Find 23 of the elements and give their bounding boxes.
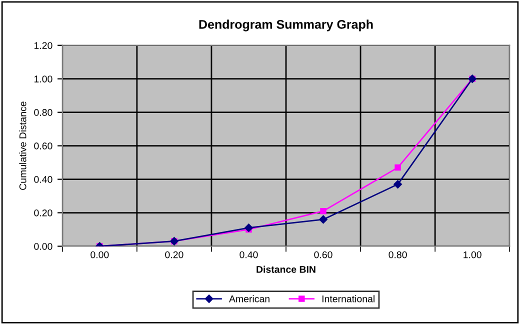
y-tick-label: 1.00 xyxy=(34,76,52,82)
chart-title: Dendrogram Summary Graph xyxy=(199,20,373,32)
x-tick-label: 0.40 xyxy=(240,251,258,258)
x-tick-label: 0.60 xyxy=(314,251,332,258)
y-tick-label: 0.80 xyxy=(34,109,52,116)
x-tick-label: 0.20 xyxy=(165,251,184,258)
legend-label: International xyxy=(322,295,374,302)
x-tick-label: 1.00 xyxy=(464,251,482,258)
point xyxy=(394,180,402,188)
x-tick-label: 0.00 xyxy=(90,251,109,258)
x-tick-label: 0.80 xyxy=(388,251,407,258)
point xyxy=(320,208,326,214)
legend-label: American xyxy=(229,295,270,302)
point xyxy=(319,215,328,224)
y-tick-label: 0.00 xyxy=(34,242,52,250)
y-tick-label: 0.60 xyxy=(34,142,52,150)
point xyxy=(394,164,401,171)
y-axis-title: Cumulative Distance xyxy=(19,102,26,190)
y-tick-label: 1.20 xyxy=(34,42,52,49)
point xyxy=(244,224,253,232)
y-tick-label: 0.40 xyxy=(34,176,52,183)
x-axis-title: Distance BIN xyxy=(256,266,316,273)
y-tick-label: 0.20 xyxy=(34,209,52,216)
